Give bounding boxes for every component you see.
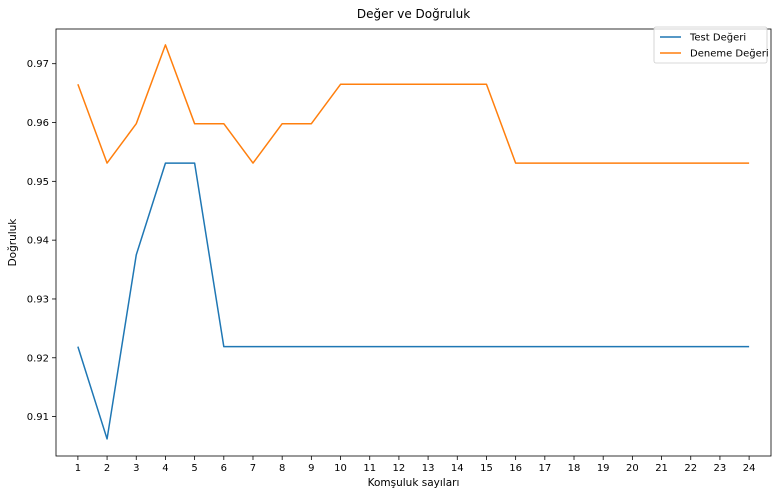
x-tick-label: 9 — [308, 463, 314, 474]
x-tick-label: 12 — [393, 463, 406, 474]
y-axis: 0.91 0.92 0.93 0.94 0.95 0.96 0.97 — [27, 59, 56, 423]
x-tick-label: 21 — [655, 463, 668, 474]
plot-frame — [55, 28, 772, 457]
x-tick-label: 22 — [684, 463, 697, 474]
y-tick-label: 0.96 — [27, 118, 49, 129]
x-tick-label: 5 — [191, 463, 197, 474]
x-tick-label: 3 — [133, 463, 139, 474]
x-tick-label: 24 — [743, 463, 756, 474]
x-tick-label: 1 — [75, 463, 81, 474]
x-tick-label: 13 — [422, 463, 435, 474]
y-tick-label: 0.93 — [27, 294, 49, 305]
legend-label-deneme: Deneme Değeri — [690, 48, 769, 60]
y-tick-label: 0.94 — [27, 236, 49, 247]
series-line-test — [77, 162, 750, 440]
series-layer — [77, 44, 750, 440]
x-tick-label: 10 — [334, 463, 347, 474]
series-line-deneme — [77, 44, 750, 164]
legend-label-test: Test Değeri — [689, 32, 746, 44]
legend: Test Değeri Deneme Değeri — [653, 26, 769, 64]
y-tick-label: 0.95 — [27, 177, 49, 188]
y-tick-label: 0.92 — [27, 353, 49, 364]
x-tick-label: 23 — [714, 463, 727, 474]
x-tick-label: 14 — [451, 463, 464, 474]
x-tick-label: 8 — [279, 463, 285, 474]
x-tick-label: 6 — [221, 463, 227, 474]
x-tick-label: 11 — [363, 463, 376, 474]
x-tick-label: 20 — [626, 463, 639, 474]
x-axis: 1 2 3 4 5 6 7 8 9 10 11 12 13 14 15 16 17 18 19 20 21 22 23 24 — [75, 456, 756, 474]
x-tick-label: 18 — [568, 463, 581, 474]
y-tick-label: 0.97 — [27, 59, 49, 70]
x-tick-label: 15 — [480, 463, 493, 474]
x-tick-label: 16 — [509, 463, 522, 474]
x-tick-label: 2 — [104, 463, 110, 474]
chart-title: Değer ve Doğruluk — [357, 7, 470, 21]
x-tick-label: 7 — [250, 463, 256, 474]
x-tick-label: 4 — [162, 463, 168, 474]
x-tick-label: 19 — [597, 463, 610, 474]
y-tick-label: 0.91 — [27, 412, 49, 423]
x-axis-label: Komşuluk sayıları — [368, 477, 460, 489]
x-tick-label: 17 — [538, 463, 551, 474]
legend-box — [653, 26, 768, 64]
y-axis-label: Doğruluk — [7, 218, 19, 267]
